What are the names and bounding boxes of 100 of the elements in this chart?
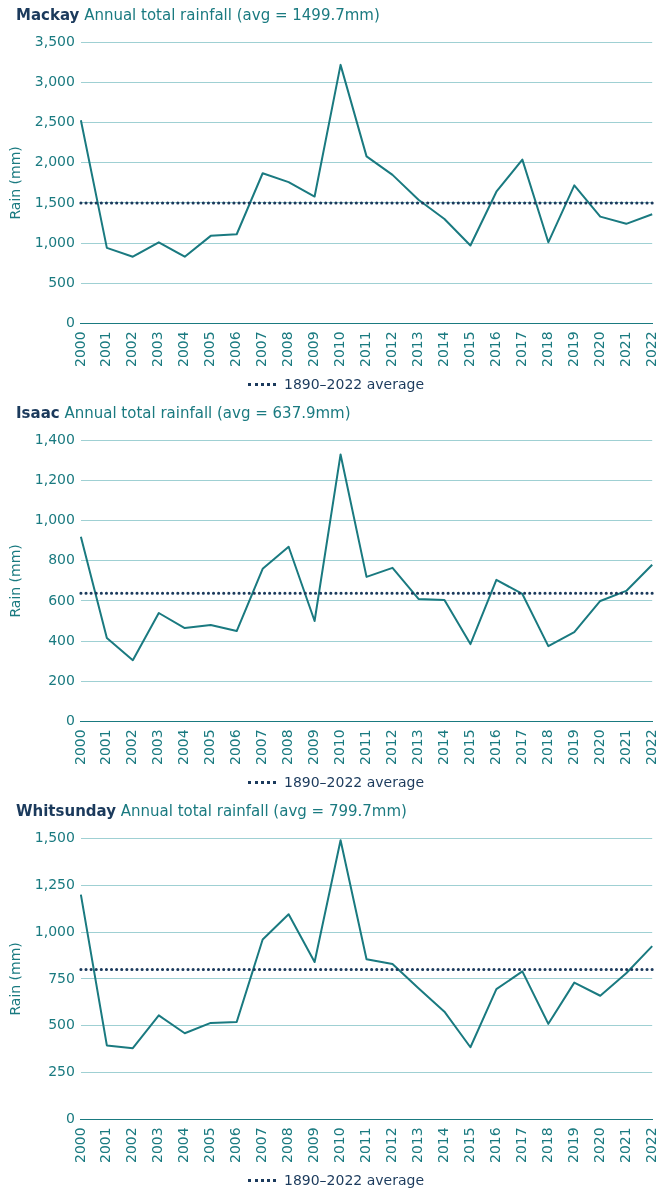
y-tick-label: 1,400 xyxy=(34,431,75,448)
x-tick-label: 2012 xyxy=(383,331,400,368)
x-tick-label: 2001 xyxy=(97,729,114,766)
x-tick-label: 2021 xyxy=(616,729,633,766)
x-tick-label: 2003 xyxy=(149,1127,166,1164)
y-tick-label: 1,000 xyxy=(34,922,75,939)
x-tick-label: 2018 xyxy=(538,331,555,368)
y-tick-label: 0 xyxy=(65,712,75,729)
x-tick-label: 2002 xyxy=(123,1127,140,1164)
x-tick-label: 2007 xyxy=(253,729,270,766)
x-tick-label: 2007 xyxy=(253,1127,270,1164)
x-tick-label: 2016 xyxy=(487,1127,504,1164)
x-tick-label: 2018 xyxy=(538,1127,555,1164)
x-tick-label: 2001 xyxy=(97,331,114,368)
y-tick-label: 800 xyxy=(48,551,75,568)
x-tick-label: 2013 xyxy=(409,1127,426,1164)
x-tick-label: 2022 xyxy=(642,331,659,368)
x-tick-label: 2016 xyxy=(487,331,504,368)
x-tick-label: 2006 xyxy=(227,729,244,766)
x-tick-label: 2009 xyxy=(305,729,322,766)
y-tick-label: 400 xyxy=(48,631,75,648)
x-tick-label: 2019 xyxy=(564,1127,581,1164)
x-tick-label: 2003 xyxy=(149,331,166,368)
x-tick-label: 2004 xyxy=(175,1127,192,1164)
x-tick-label: 2000 xyxy=(71,729,88,766)
x-tick-label: 2001 xyxy=(97,1127,114,1164)
y-tick-label: 1,200 xyxy=(34,471,75,488)
x-tick-label: 2021 xyxy=(616,331,633,368)
x-tick-label: 2006 xyxy=(227,1127,244,1164)
x-tick-label: 2011 xyxy=(357,1127,374,1164)
x-tick-label: 2000 xyxy=(71,331,88,368)
chart-title: Isaac xyxy=(16,404,60,422)
x-tick-label: 2022 xyxy=(642,1127,659,1164)
y-tick-label: 1,000 xyxy=(34,511,75,528)
x-tick-label: 2010 xyxy=(331,729,348,766)
x-tick-label: 2013 xyxy=(409,729,426,766)
x-tick-label: 2015 xyxy=(461,729,478,766)
x-tick-label: 2014 xyxy=(435,729,452,766)
x-tick-label: 2012 xyxy=(383,729,400,766)
x-tick-label: 2002 xyxy=(123,729,140,766)
x-tick-label: 2017 xyxy=(512,331,529,368)
legend-label: 1890–2022 average xyxy=(283,774,425,790)
x-tick-label: 2009 xyxy=(305,1127,322,1164)
y-tick-label: 3,500 xyxy=(34,33,75,50)
x-tick-label: 2017 xyxy=(512,729,529,766)
x-tick-label: 2014 xyxy=(435,1127,452,1164)
y-tick-label: 0 xyxy=(65,314,75,331)
x-tick-label: 2008 xyxy=(279,729,296,766)
chart-subtitle: Annual total rainfall (avg = 799.7mm) xyxy=(119,802,407,820)
x-tick-label: 2005 xyxy=(201,1127,218,1164)
x-tick-label: 2002 xyxy=(123,331,140,368)
y-tick-label: 2,500 xyxy=(34,113,75,130)
y-tick-label: 1,250 xyxy=(34,875,75,892)
x-tick-label: 2019 xyxy=(564,729,581,766)
y-tick-label: 1,500 xyxy=(34,193,75,210)
y-tick-label: 500 xyxy=(48,1016,75,1033)
y-axis-title: Rain (mm) xyxy=(7,942,24,1016)
y-tick-label: 750 xyxy=(48,969,75,986)
x-tick-label: 2007 xyxy=(253,331,270,368)
x-tick-label: 2003 xyxy=(149,729,166,766)
y-tick-label: 2,000 xyxy=(34,153,75,170)
y-axis-title: Rain (mm) xyxy=(7,146,24,220)
x-tick-label: 2008 xyxy=(279,1127,296,1164)
x-tick-label: 2009 xyxy=(305,331,322,368)
y-tick-label: 0 xyxy=(65,1110,75,1127)
y-tick-label: 250 xyxy=(48,1063,75,1080)
x-tick-label: 2019 xyxy=(564,331,581,368)
x-tick-label: 2018 xyxy=(538,729,555,766)
x-tick-label: 2017 xyxy=(512,1127,529,1164)
y-tick-label: 1,000 xyxy=(34,233,75,250)
legend-label: 1890–2022 average xyxy=(283,376,425,392)
x-tick-label: 2020 xyxy=(590,331,607,368)
legend-label: 1890–2022 average xyxy=(283,1172,425,1188)
x-tick-label: 2020 xyxy=(590,1127,607,1164)
x-tick-label: 2006 xyxy=(227,331,244,368)
chart-title: Whitsunday xyxy=(16,802,116,820)
x-tick-label: 2011 xyxy=(357,729,374,766)
x-tick-label: 2012 xyxy=(383,1127,400,1164)
x-tick-label: 2016 xyxy=(487,729,504,766)
x-tick-label: 2020 xyxy=(590,729,607,766)
x-tick-label: 2005 xyxy=(201,331,218,368)
chart-subtitle: Annual total rainfall (avg = 1499.7mm) xyxy=(83,6,380,24)
x-tick-label: 2013 xyxy=(409,331,426,368)
x-tick-label: 2008 xyxy=(279,331,296,368)
x-tick-label: 2010 xyxy=(331,1127,348,1164)
x-tick-label: 2005 xyxy=(201,729,218,766)
x-tick-label: 2021 xyxy=(616,1127,633,1164)
x-tick-label: 2022 xyxy=(642,729,659,766)
chart-subtitle: Annual total rainfall (avg = 637.9mm) xyxy=(63,404,351,422)
y-axis-title: Rain (mm) xyxy=(7,544,24,618)
x-tick-label: 2004 xyxy=(175,331,192,368)
chart-title: Mackay xyxy=(16,6,80,24)
x-tick-label: 2004 xyxy=(175,729,192,766)
y-tick-label: 600 xyxy=(48,591,75,608)
y-tick-label: 500 xyxy=(48,273,75,290)
y-tick-label: 200 xyxy=(48,671,75,688)
x-tick-label: 2014 xyxy=(435,331,452,368)
x-tick-label: 2011 xyxy=(357,331,374,368)
x-tick-label: 2015 xyxy=(461,331,478,368)
x-tick-label: 2015 xyxy=(461,1127,478,1164)
